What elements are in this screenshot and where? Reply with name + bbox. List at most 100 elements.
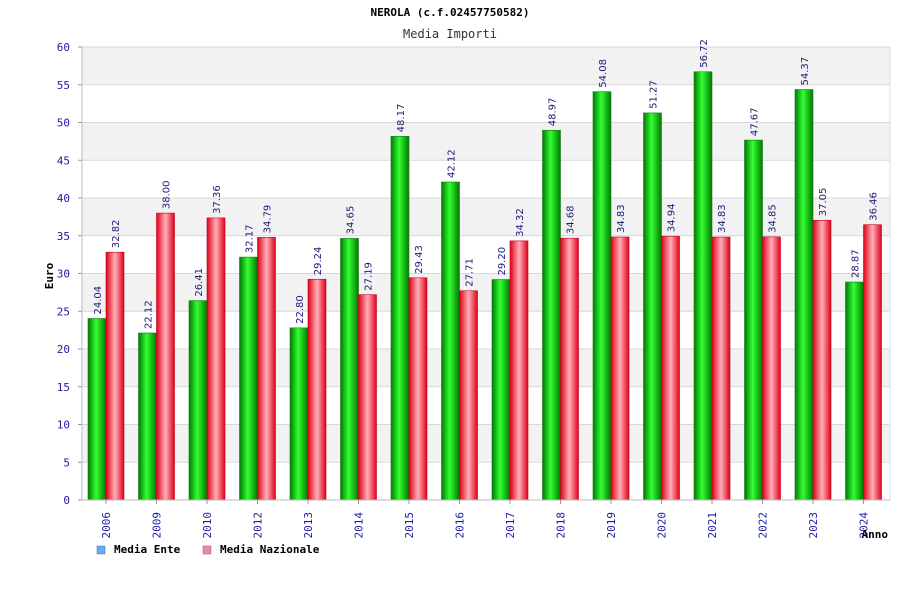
bar-media-ente — [138, 332, 157, 501]
value-label-nazionale: 34.94 — [667, 204, 678, 233]
value-label-ente: 54.08 — [598, 59, 609, 88]
value-label-ente: 51.27 — [649, 80, 660, 109]
x-tick-label: 2017 — [504, 512, 517, 539]
value-label-ente: 22.12 — [144, 300, 155, 329]
value-label-ente: 24.04 — [93, 286, 104, 315]
value-label-ente: 48.97 — [548, 98, 559, 127]
y-tick-label: 40 — [57, 192, 70, 205]
x-tick-label: 2018 — [555, 512, 568, 539]
bar-media-ente — [340, 238, 359, 501]
x-tick-label: 2010 — [201, 512, 214, 539]
bar-media-nazionale — [257, 237, 276, 501]
value-label-ente: 32.17 — [245, 224, 256, 253]
x-tick-label: 2024 — [858, 512, 871, 539]
bar-media-ente — [239, 256, 258, 501]
legend-swatch-ente — [96, 545, 106, 555]
chart-subtitle: Media Importi — [403, 27, 497, 41]
bar-media-ente — [441, 181, 460, 501]
x-tick-label: 2014 — [353, 512, 366, 539]
value-label-ente: 42.12 — [447, 149, 458, 178]
x-tick-label: 2023 — [807, 512, 820, 539]
y-tick-label: 50 — [57, 117, 70, 130]
y-tick-label: 55 — [57, 79, 70, 92]
bar-media-nazionale — [812, 219, 832, 501]
y-tick-label: 5 — [63, 456, 70, 469]
bar-media-ente — [289, 327, 309, 501]
bar-media-ente — [794, 89, 814, 501]
x-tick-label: 2022 — [757, 512, 770, 539]
grid-band — [82, 47, 890, 85]
chart-title: NEROLA (c.f.02457750582) — [371, 6, 530, 19]
y-tick-label: 45 — [57, 154, 70, 167]
value-label-ente: 54.37 — [800, 57, 811, 86]
y-tick-label: 10 — [57, 419, 70, 432]
bar-media-ente — [188, 300, 208, 501]
bar-media-nazionale — [661, 235, 680, 501]
bar-media-ente — [542, 129, 561, 501]
x-tick-label: 2012 — [252, 512, 265, 539]
bar-media-ente — [491, 279, 511, 501]
y-axis-label: Euro — [43, 262, 56, 289]
bar-media-nazionale — [459, 290, 478, 501]
value-label-nazionale: 34.83 — [616, 204, 627, 233]
bar-media-nazionale — [408, 277, 428, 501]
legend-label-ente: Media Ente — [114, 543, 181, 556]
y-tick-label: 20 — [57, 343, 70, 356]
y-tick-label: 25 — [57, 305, 70, 318]
x-tick-label: 2019 — [605, 512, 618, 539]
bar-media-nazionale — [206, 217, 226, 501]
bar-media-ente — [845, 281, 864, 501]
bar-media-nazionale — [358, 294, 377, 501]
value-labels: 24.04 32.82 22.12 38.00 26.41 37.36 32.17 34.79… — [93, 39, 880, 329]
value-label-nazionale: 27.71 — [465, 258, 476, 287]
value-label-nazionale: 27.19 — [364, 262, 375, 291]
x-tick-label: 2009 — [151, 512, 164, 539]
y-tick-label: 60 — [57, 41, 70, 54]
value-label-ente: 56.72 — [699, 39, 710, 68]
value-label-nazionale: 34.85 — [768, 204, 779, 233]
x-tick-label: 2021 — [706, 512, 719, 539]
value-label-ente: 28.87 — [851, 249, 862, 278]
bar-media-nazionale — [156, 212, 175, 501]
value-label-nazionale: 37.36 — [212, 185, 223, 214]
value-label-ente: 29.20 — [497, 247, 508, 276]
y-tick-label: 35 — [57, 230, 70, 243]
bar-media-ente — [693, 71, 713, 501]
x-tick-label: 2015 — [403, 512, 416, 539]
bar-media-nazionale — [711, 236, 731, 501]
bar-media-nazionale — [863, 224, 882, 501]
value-label-nazionale: 34.79 — [263, 205, 274, 234]
legend-swatch-nazionale — [202, 545, 212, 555]
y-tick-label: 30 — [57, 268, 70, 281]
bar-media-nazionale — [762, 236, 781, 501]
bar-media-nazionale — [610, 236, 630, 501]
x-tick-label: 2016 — [454, 512, 467, 539]
value-label-nazionale: 29.24 — [313, 247, 324, 276]
bar-media-nazionale — [560, 237, 579, 501]
bar-media-ente — [643, 112, 662, 501]
value-label-ente: 34.65 — [346, 206, 357, 235]
value-label-nazionale: 34.83 — [717, 204, 728, 233]
x-tick-label: 2013 — [302, 512, 315, 539]
bars — [87, 71, 882, 501]
value-label-nazionale: 37.05 — [818, 188, 829, 217]
y-tick-label: 15 — [57, 381, 70, 394]
y-tick-label: 0 — [63, 494, 70, 507]
value-label-nazionale: 29.43 — [414, 245, 425, 274]
value-label-nazionale: 32.82 — [111, 220, 122, 249]
bar-media-ente — [744, 139, 763, 501]
value-label-ente: 48.17 — [396, 104, 407, 133]
value-label-ente: 26.41 — [194, 268, 205, 297]
value-label-nazionale: 36.46 — [869, 192, 880, 221]
bar-media-ente — [592, 91, 612, 501]
x-axis-label: Anno — [862, 528, 889, 541]
value-label-nazionale: 38.00 — [162, 180, 173, 209]
grid-band — [82, 122, 890, 161]
bar-media-nazionale — [105, 251, 125, 501]
legend-label-nazionale: Media Nazionale — [220, 543, 320, 556]
value-label-ente: 22.80 — [295, 295, 306, 324]
bar-media-nazionale — [307, 278, 327, 501]
axes: 0 5 10 15 20 25 30 35 40 45 50 55 60 2006 2009 2010 2012… — [57, 41, 891, 539]
value-label-nazionale: 34.32 — [515, 208, 526, 237]
